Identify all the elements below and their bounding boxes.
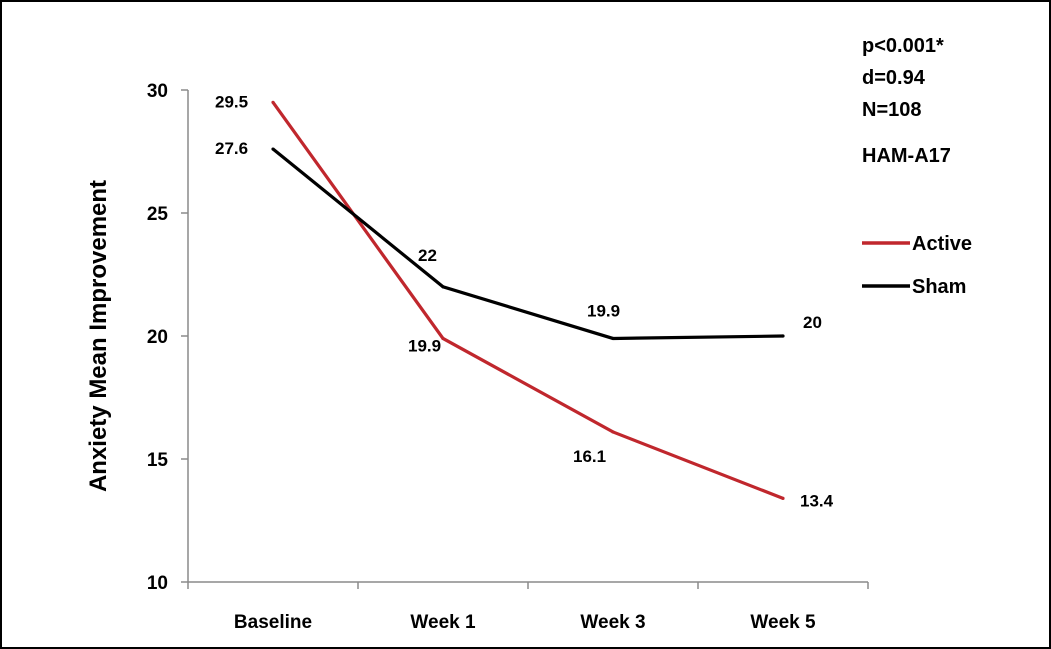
data-point-active	[611, 430, 615, 434]
data-point-sham	[441, 285, 445, 289]
data-point-sham	[781, 334, 785, 338]
series-line-active	[271, 101, 784, 500]
data-point-active	[271, 100, 275, 104]
data-point-sham	[611, 336, 615, 341]
data-labels: 29.5 19.9 16.1 13.4 27.6 22 19.9 20	[215, 92, 834, 510]
stats-annotation: p<0.001* d=0.94 N=108 HAM-A17	[862, 35, 951, 167]
data-label-sham: 20	[803, 313, 822, 332]
legend: Active Sham	[862, 233, 972, 298]
data-label-active: 19.9	[408, 336, 441, 355]
data-point-sham	[271, 147, 275, 151]
stat-p-value: p<0.001*	[862, 35, 944, 57]
data-label-sham: 27.6	[215, 139, 248, 158]
x-tick-label: Week 3	[580, 612, 645, 633]
data-point-active	[441, 336, 445, 341]
stat-scale: HAM-A17	[862, 145, 951, 167]
y-tick-label: 25	[147, 204, 169, 225]
y-axis-title: Anxiety Mean Improvement	[85, 180, 112, 492]
y-ticks: 10 15 20 25 30	[147, 81, 188, 594]
y-tick-label: 30	[147, 81, 168, 102]
data-label-active: 29.5	[215, 92, 248, 111]
data-label-sham: 22	[418, 246, 437, 265]
data-label-sham: 19.9	[587, 301, 620, 320]
x-ticks: Baseline Week 1 Week 3 Week 5	[187, 582, 869, 633]
x-tick-label: Week 1	[410, 612, 476, 633]
x-tick-label: Baseline	[234, 612, 312, 633]
y-tick-label: 10	[147, 573, 168, 594]
series-line-sham	[271, 147, 784, 341]
data-label-active: 16.1	[573, 447, 606, 466]
stat-effect-size: d=0.94	[862, 67, 926, 89]
stat-sample-size: N=108	[862, 99, 922, 121]
x-tick-label: Week 5	[750, 612, 816, 633]
y-tick-label: 20	[147, 327, 168, 348]
data-label-active: 13.4	[800, 491, 834, 510]
series-lines	[271, 100, 785, 500]
data-point-active	[781, 496, 785, 500]
legend-sham-label: Sham	[912, 276, 966, 298]
legend-active-label: Active	[912, 233, 972, 255]
y-tick-label: 15	[147, 450, 169, 471]
